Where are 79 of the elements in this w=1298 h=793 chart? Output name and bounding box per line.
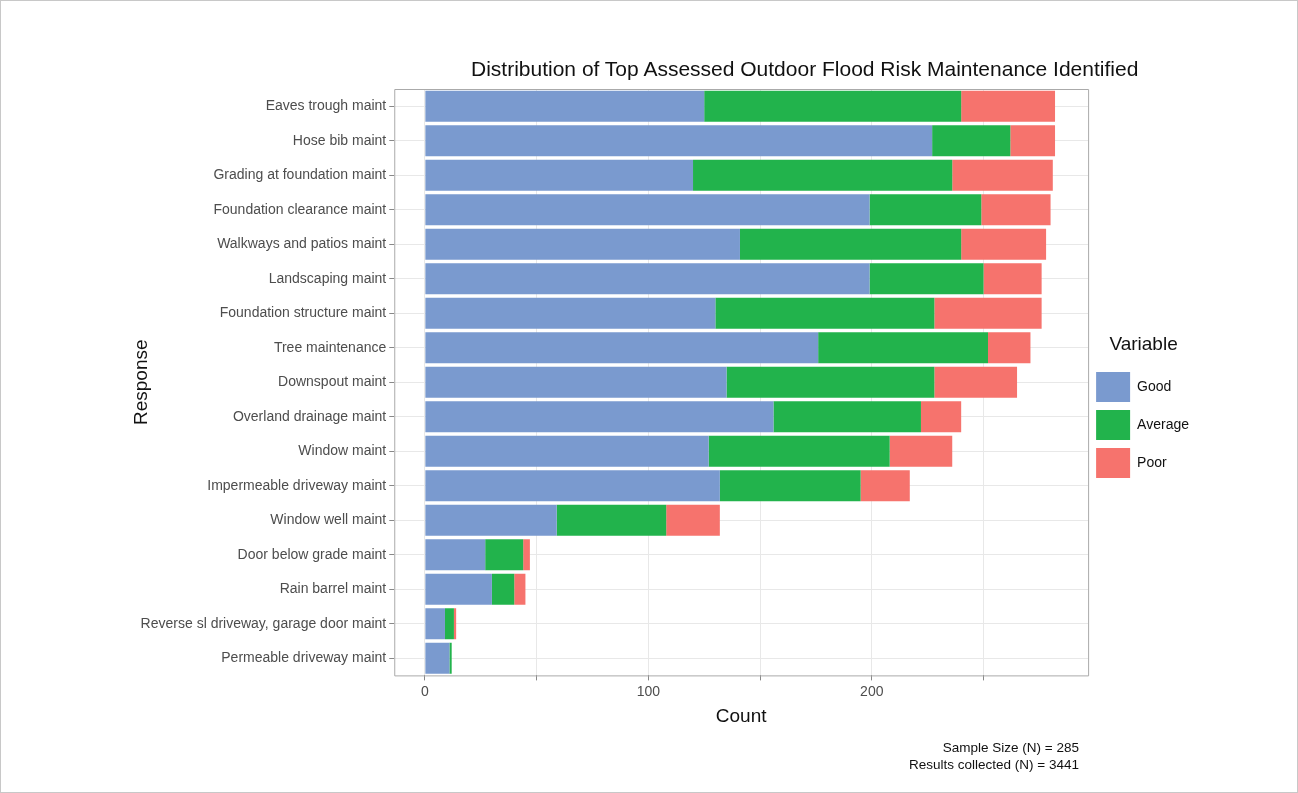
bar [988,332,1031,364]
bar [818,332,988,364]
y-axis-title: Response [129,339,151,425]
bar [934,366,1018,398]
bar [708,435,890,467]
bar [425,470,720,502]
y-tick-label: Eaves trough maint [265,97,387,114]
y-tick-label: Hose bib maint [292,131,387,148]
y-tick-label: Foundation structure maint [219,304,387,321]
bar [952,159,1053,191]
bar [1010,125,1056,157]
y-tick-label: Window maint [298,442,387,459]
bar [932,125,1011,157]
bar [666,504,720,536]
chart-title: Distribution of Top Assessed Outdoor Flood Risk Maintenance Identified [471,57,1140,81]
bar [425,297,716,329]
y-tick-label: Grading at foundation maint [213,166,387,183]
bar [425,573,492,605]
bar [920,401,962,433]
y-tick-label: Walkways and patios maint [217,235,387,252]
y-tick-label: Tree maintenance [273,338,387,355]
bar [425,159,694,191]
bar [425,228,740,260]
bar [425,608,445,640]
y-tick-label: Overland drainage maint [232,407,387,424]
bar [981,194,1051,226]
bar [425,332,819,364]
bar [773,401,921,433]
bar [425,539,486,571]
bar [453,608,457,640]
bar [425,194,870,226]
x-axis-title: Count [715,704,768,726]
y-tick-label: Reverse sl driveway, garage door maint [140,614,387,631]
legend-label: Poor [1137,453,1168,470]
bar [449,642,452,674]
bar [425,642,450,674]
y-tick-label: Rain barrel maint [279,580,387,597]
legend-label: Good [1137,377,1172,394]
y-tick-label: Window well maint [270,511,387,528]
bar [425,263,870,295]
legend-title: Variable [1109,332,1178,354]
bar [556,504,667,536]
bar [425,366,727,398]
bar [425,90,705,122]
bar [719,470,861,502]
bar [715,297,935,329]
bar [425,125,933,157]
bar [869,194,982,226]
y-tick-label: Door below grade maint [237,545,387,562]
text: Sample Size (N) = 285 [941,739,1079,756]
bar [425,401,774,433]
bar [514,573,526,605]
bar [860,470,910,502]
x-tick-label: 200 [860,682,884,699]
y-tick-label: Landscaping maint [268,269,387,286]
bar [425,504,557,536]
bar [425,435,709,467]
y-tick-label: Permeable driveway maint [221,649,387,666]
x-tick-label: 0 [420,682,429,699]
x-tick-label: 100 [636,682,661,699]
bar [889,435,953,467]
bar [444,608,454,640]
bar [869,263,984,295]
y-tick-label: Impermeable driveway maint [207,476,387,493]
bar [704,90,962,122]
bar [491,573,515,605]
y-tick-label: Downspout maint [278,373,387,390]
bar [934,297,1042,329]
bar [485,539,524,571]
bar [739,228,962,260]
bar [961,228,1047,260]
bar [983,263,1042,295]
legend-label: Average [1137,415,1190,432]
bar [961,90,1056,122]
bar [523,539,530,571]
text: Results collected (N) = 3441 [909,756,1079,773]
bar [726,366,935,398]
bar [693,159,953,191]
y-tick-label: Foundation clearance maint [213,200,387,217]
